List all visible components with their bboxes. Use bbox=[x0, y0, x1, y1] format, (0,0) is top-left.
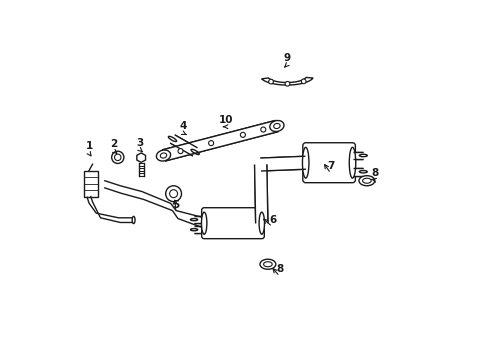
Polygon shape bbox=[170, 135, 197, 156]
Circle shape bbox=[111, 151, 123, 163]
Circle shape bbox=[301, 79, 305, 84]
Circle shape bbox=[268, 79, 273, 84]
Circle shape bbox=[240, 132, 245, 138]
Polygon shape bbox=[137, 153, 145, 162]
Text: 7: 7 bbox=[326, 161, 334, 171]
Ellipse shape bbox=[269, 121, 284, 131]
Ellipse shape bbox=[348, 147, 355, 178]
Text: 3: 3 bbox=[136, 138, 143, 148]
Text: 9: 9 bbox=[283, 53, 290, 63]
Text: 10: 10 bbox=[219, 114, 233, 125]
FancyBboxPatch shape bbox=[84, 171, 98, 197]
Polygon shape bbox=[352, 168, 363, 176]
Ellipse shape bbox=[260, 259, 275, 269]
Circle shape bbox=[208, 141, 213, 146]
Circle shape bbox=[285, 81, 289, 86]
FancyBboxPatch shape bbox=[302, 143, 355, 183]
Ellipse shape bbox=[358, 176, 374, 186]
Circle shape bbox=[178, 149, 183, 154]
Circle shape bbox=[165, 186, 181, 202]
Ellipse shape bbox=[156, 150, 170, 161]
Circle shape bbox=[260, 127, 265, 132]
Text: 5: 5 bbox=[172, 200, 180, 210]
FancyBboxPatch shape bbox=[201, 208, 264, 239]
Polygon shape bbox=[194, 226, 201, 233]
Polygon shape bbox=[261, 77, 312, 85]
Text: 2: 2 bbox=[110, 139, 118, 149]
Polygon shape bbox=[162, 121, 278, 161]
Polygon shape bbox=[260, 156, 305, 171]
Polygon shape bbox=[352, 152, 363, 159]
Ellipse shape bbox=[132, 216, 135, 224]
Text: 6: 6 bbox=[268, 215, 276, 225]
Text: 1: 1 bbox=[85, 141, 92, 151]
Text: 8: 8 bbox=[276, 264, 283, 274]
Ellipse shape bbox=[302, 147, 308, 178]
Polygon shape bbox=[254, 165, 267, 223]
Text: 4: 4 bbox=[179, 121, 186, 131]
Text: 8: 8 bbox=[370, 168, 378, 178]
Ellipse shape bbox=[259, 212, 264, 234]
Ellipse shape bbox=[201, 212, 206, 234]
Polygon shape bbox=[194, 216, 201, 223]
